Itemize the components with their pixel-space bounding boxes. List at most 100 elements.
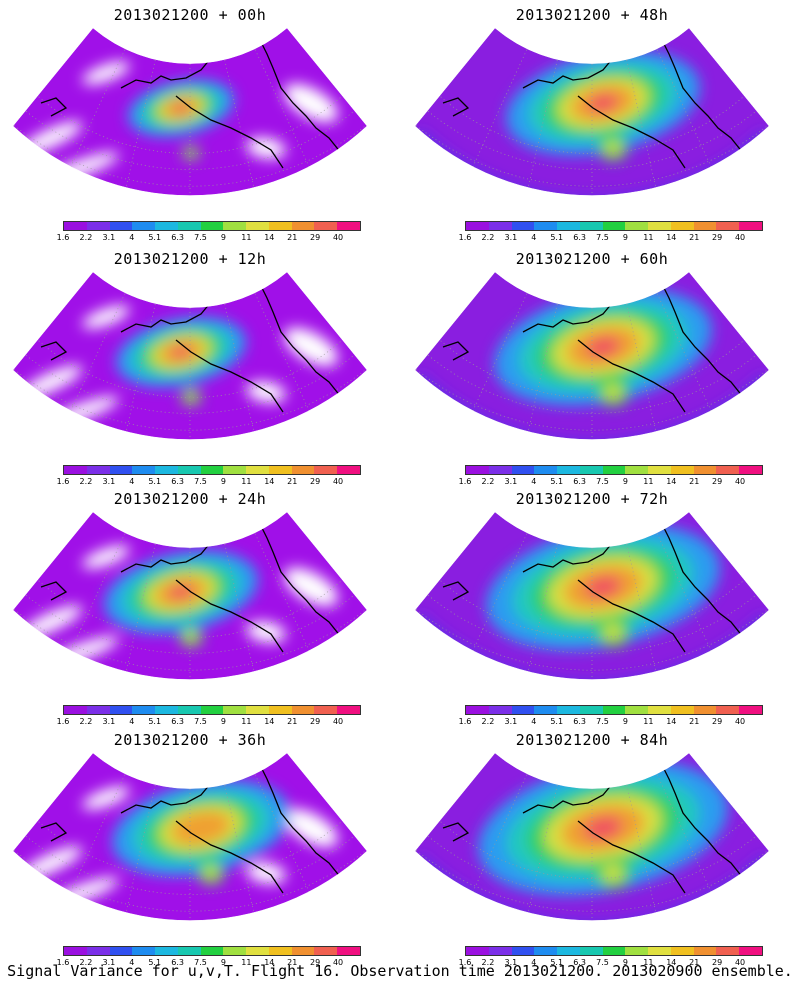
- colorbar-swatch: [648, 947, 671, 955]
- colorbar-tick-label: 2.2: [481, 717, 495, 726]
- colorbar-tick-label: 40: [332, 717, 344, 726]
- colorbar-swatch: [314, 947, 338, 955]
- colorbar-tick-label: 7.5: [194, 958, 207, 967]
- colorbar-swatch: [670, 706, 694, 714]
- variance-map: [11, 272, 369, 454]
- colorbar-swatch: [200, 222, 224, 230]
- panel-title: 2013021200 + 48h: [515, 6, 669, 24]
- colorbar-tick-label: 9: [220, 233, 226, 242]
- graticule: [13, 28, 367, 196]
- map-svg: [414, 28, 770, 196]
- colorbar-ticks: 1.6 2.2 3.1 4 5.1 6.3 7.5 9 11 14 21 29 40: [51, 958, 361, 968]
- colorbar-swatch: [716, 706, 740, 714]
- map-border: [12, 272, 368, 440]
- variance-contour: [586, 336, 620, 358]
- variance-field: [415, 753, 769, 921]
- variance-field: [415, 28, 769, 196]
- graticule: [415, 512, 769, 680]
- panel-title: 2013021200 + 12h: [113, 250, 267, 268]
- colorbar-ticks: 1.6 2.2 3.1 4 5.1 6.3 7.5 9 11 14 21 29 40: [453, 233, 763, 243]
- colorbar-swatch: [109, 222, 133, 230]
- map-svg: [12, 512, 368, 680]
- colorbar-swatch: [223, 947, 247, 955]
- colorbar-tick-label: 7.5: [194, 233, 207, 242]
- variance-field: [415, 272, 769, 440]
- colorbar-tick-label: 5.1: [148, 958, 162, 967]
- colorbar-tick-label: 2.2: [481, 958, 495, 967]
- colorbar-swatch: [579, 466, 603, 474]
- graticule: [415, 28, 769, 196]
- low-signal-gap: [82, 305, 130, 329]
- colorbar-swatch: [557, 706, 580, 714]
- colorbar-tick-label: 3.1: [504, 958, 518, 967]
- colorbar-tick-label: 5.1: [148, 233, 162, 242]
- panel-12h: 2013021200 + 12h 1.6 2.2 3.1 4 5.1 6.3 7.5 9 11 1…: [5, 244, 375, 489]
- map-svg: [414, 272, 770, 440]
- colorbar-tick-label: 4: [531, 958, 537, 967]
- colorbar-ticks: 1.6 2.2 3.1 4 5.1 6.3 7.5 9 11 14 21 29 40: [51, 717, 361, 727]
- colorbar-tick-label: 29: [712, 958, 723, 967]
- colorbar-swatch: [246, 466, 269, 474]
- colorbar-tick-label: 5.1: [550, 477, 564, 486]
- panel-72h: 2013021200 + 72h 1.6 2.2 3.1 4 5.1 6.3 7.5 9 11 1…: [407, 484, 777, 729]
- colorbar-tick-label: 6.3: [171, 958, 184, 967]
- colorbar-tick-label: 7.5: [596, 477, 609, 486]
- colorbar-swatch: [291, 466, 315, 474]
- variance-field: [13, 272, 367, 440]
- colorbar-swatch: [200, 947, 224, 955]
- colorbar-tick-label: 3.1: [102, 477, 116, 486]
- colorbar-tick-label: 1.6: [56, 958, 70, 967]
- colorbar-tick-label: 2.2: [79, 717, 93, 726]
- colorbar: [63, 705, 361, 715]
- colorbar-tick-label: 7.5: [596, 717, 609, 726]
- panel-60h: 2013021200 + 60h 1.6 2.2 3.1 4 5.1 6.3 7.5 9 11 1…: [407, 244, 777, 489]
- colorbar-swatch: [488, 706, 512, 714]
- colorbar-tick-label: 14: [666, 477, 677, 486]
- colorbar-swatch: [109, 466, 133, 474]
- colorbar-swatch: [466, 222, 489, 230]
- colorbar-swatch: [716, 947, 740, 955]
- low-signal-gap: [246, 862, 286, 884]
- colorbar-tick-label: 21: [689, 958, 700, 967]
- colorbar-swatch: [86, 222, 110, 230]
- figure-caption: Signal Variance for u,v,T. Flight 16. Ob…: [7, 962, 793, 980]
- colorbar-tick-label: 9: [220, 958, 226, 967]
- variance-map: [413, 753, 771, 935]
- graticule: [13, 512, 367, 680]
- colorbar-tick-label: 21: [287, 477, 298, 486]
- colorbar-swatch: [314, 706, 338, 714]
- low-signal-gap: [82, 61, 130, 85]
- colorbar-swatch: [488, 466, 512, 474]
- colorbar-swatch: [648, 222, 671, 230]
- colorbar-tick-label: 14: [666, 958, 677, 967]
- graticule: [13, 753, 367, 921]
- variance-blob: [186, 149, 196, 157]
- colorbar-swatch: [337, 222, 360, 230]
- colorbar: [63, 221, 361, 231]
- colorbar-swatch: [557, 466, 580, 474]
- low-signal-gap: [284, 83, 338, 123]
- colorbar-swatch: [268, 466, 292, 474]
- variance-map: [11, 512, 369, 694]
- colorbar-tick-label: 11: [241, 958, 252, 967]
- panel-84h: 2013021200 + 84h 1.6 2.2 3.1 4 5.1 6.3 7.5 9 11 1…: [407, 725, 777, 970]
- colorbar-tick-label: 9: [622, 717, 628, 726]
- colorbar-tick-label: 11: [643, 233, 654, 242]
- low-signal-gap: [284, 327, 338, 367]
- colorbar-swatch: [291, 222, 315, 230]
- colorbar-swatch: [246, 222, 269, 230]
- panel-title: 2013021200 + 36h: [113, 731, 267, 749]
- variance-blob: [203, 866, 219, 880]
- colorbar-tick-label: 29: [310, 958, 321, 967]
- colorbar-swatch: [132, 947, 156, 955]
- colorbar-swatch: [200, 706, 224, 714]
- panel-36h: 2013021200 + 36h 1.6 2.2 3.1 4 5.1 6.3 7.5 9 11 1…: [5, 725, 375, 970]
- colorbar-tick-label: 1.6: [56, 477, 70, 486]
- variance-contour: [170, 345, 192, 359]
- colorbar-swatch: [602, 947, 626, 955]
- colorbar-swatch: [693, 947, 717, 955]
- map-svg: [12, 753, 368, 921]
- colorbar: [465, 705, 763, 715]
- colorbar-tick-label: 4: [129, 233, 135, 242]
- colorbar-swatch: [534, 466, 558, 474]
